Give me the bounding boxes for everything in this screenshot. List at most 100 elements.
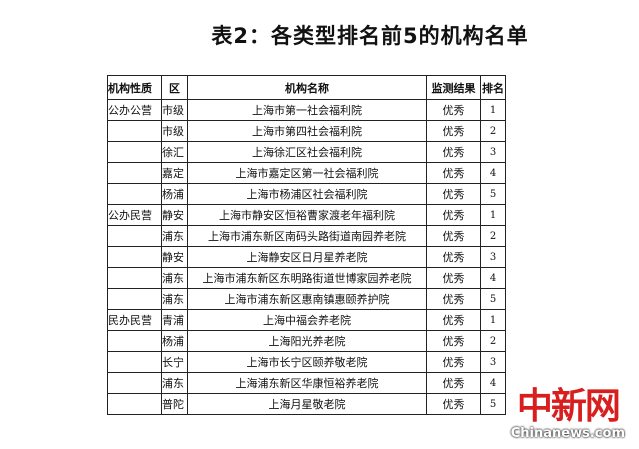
- cell-result: 优秀: [426, 162, 481, 184]
- cell-district: 浦东: [161, 225, 188, 247]
- cell-name: 上海静安区日月星养老院: [187, 246, 427, 268]
- cell-rank: 2: [480, 330, 506, 352]
- cell-rank: 3: [480, 141, 506, 163]
- cell-type: [107, 183, 162, 205]
- cell-name: 上海市浦东新区惠南镇惠颐养护院: [187, 288, 427, 310]
- cell-name: 上海市静安区恒裕曹家渡老年福利院: [187, 204, 427, 226]
- cell-district: 徐汇: [161, 141, 188, 163]
- cell-rank: 5: [480, 288, 506, 310]
- table-row: 民办民营 青浦 上海中福会养老院 优秀 1: [107, 309, 506, 331]
- cell-district: 杨浦: [161, 183, 188, 205]
- table-row: 浦东 上海市浦东新区南码头路街道南园养老院 优秀 2: [107, 225, 506, 247]
- table-row: 公办公营 市级 上海市第一社会福利院 优秀 1: [107, 99, 506, 121]
- cell-result: 优秀: [426, 330, 481, 352]
- table-row: 静安 上海静安区日月星养老院 优秀 3: [107, 246, 506, 268]
- cell-result: 优秀: [426, 225, 481, 247]
- cell-rank: 2: [480, 225, 506, 247]
- cell-type: [107, 372, 162, 394]
- cell-name: 上海市第一社会福利院: [187, 99, 427, 121]
- table-row: 公办民营 静安 上海市静安区恒裕曹家渡老年福利院 优秀 1: [107, 204, 506, 226]
- cell-type: [107, 162, 162, 184]
- cell-name: 上海市长宁区颐养敬老院: [187, 351, 427, 373]
- cell-rank: 5: [480, 393, 506, 415]
- cell-type: 民办民营: [107, 309, 162, 331]
- cell-district: 市级: [161, 120, 188, 142]
- cell-name: 上海市嘉定区第一社会福利院: [187, 162, 427, 184]
- cell-district: 杨浦: [161, 330, 188, 352]
- header-district: 区: [161, 75, 188, 100]
- header-result: 监测结果: [426, 75, 481, 100]
- cell-district: 青浦: [161, 309, 188, 331]
- cell-district: 静安: [161, 204, 188, 226]
- cell-type: [107, 267, 162, 289]
- cell-rank: 2: [480, 120, 506, 142]
- cell-rank: 1: [480, 204, 506, 226]
- cell-name: 上海市浦东新区东明路街道世博家园养老院: [187, 267, 427, 289]
- table-row: 长宁 上海市长宁区颐养敬老院 优秀 3: [107, 351, 506, 373]
- header-type: 机构性质: [107, 75, 162, 100]
- cell-name: 上海浦东新区华康恒裕养老院: [187, 372, 427, 394]
- table-row: 普陀 上海月星敬老院 优秀 5: [107, 393, 506, 415]
- cell-rank: 3: [480, 246, 506, 268]
- table-row: 杨浦 上海市杨浦区社会福利院 优秀 5: [107, 183, 506, 205]
- cell-result: 优秀: [426, 267, 481, 289]
- cell-result: 优秀: [426, 204, 481, 226]
- table-header-row: 机构性质 区 机构名称 监测结果 排名: [107, 75, 506, 100]
- table-row: 市级 上海市第四社会福利院 优秀 2: [107, 120, 506, 142]
- cell-rank: 5: [480, 183, 506, 205]
- cell-result: 优秀: [426, 141, 481, 163]
- cell-type: [107, 393, 162, 415]
- cell-result: 优秀: [426, 246, 481, 268]
- cell-type: [107, 120, 162, 142]
- cell-name: 上海月星敬老院: [187, 393, 427, 415]
- cell-district: 嘉定: [161, 162, 188, 184]
- cell-name: 上海徐汇区社会福利院: [187, 141, 427, 163]
- header-name: 机构名称: [187, 75, 427, 100]
- cell-rank: 4: [480, 162, 506, 184]
- table-row: 浦东 上海市浦东新区东明路街道世博家园养老院 优秀 4: [107, 267, 506, 289]
- cell-district: 市级: [161, 99, 188, 121]
- cell-district: 长宁: [161, 351, 188, 373]
- cell-district: 普陀: [161, 393, 188, 415]
- header-rank: 排名: [480, 75, 506, 100]
- cell-district: 浦东: [161, 372, 188, 394]
- ranking-table: 机构性质 区 机构名称 监测结果 排名 公办公营 市级 上海市第一社会福利院 优秀 1 市…: [107, 75, 506, 415]
- table-row: 浦东 上海浦东新区华康恒裕养老院 优秀 4: [107, 372, 506, 394]
- cell-name: 上海市杨浦区社会福利院: [187, 183, 427, 205]
- cell-district: 浦东: [161, 267, 188, 289]
- table-row: 嘉定 上海市嘉定区第一社会福利院 优秀 4: [107, 162, 506, 184]
- cell-rank: 1: [480, 309, 506, 331]
- cell-name: 上海阳光养老院: [187, 330, 427, 352]
- cell-result: 优秀: [426, 120, 481, 142]
- cell-result: 优秀: [426, 309, 481, 331]
- cell-result: 优秀: [426, 393, 481, 415]
- cell-result: 优秀: [426, 288, 481, 310]
- cell-district: 静安: [161, 246, 188, 268]
- cell-type: 公办民营: [107, 204, 162, 226]
- watermark-site: Chinanews.com: [510, 426, 625, 441]
- cell-rank: 4: [480, 267, 506, 289]
- watermark-logo: 中新网: [516, 385, 621, 427]
- cell-rank: 1: [480, 99, 506, 121]
- cell-result: 优秀: [426, 351, 481, 373]
- cell-type: [107, 351, 162, 373]
- table-row: 徐汇 上海徐汇区社会福利院 优秀 3: [107, 141, 506, 163]
- cell-name: 上海市第四社会福利院: [187, 120, 427, 142]
- table-row: 杨浦 上海阳光养老院 优秀 2: [107, 330, 506, 352]
- cell-result: 优秀: [426, 372, 481, 394]
- cell-result: 优秀: [426, 99, 481, 121]
- cell-type: [107, 330, 162, 352]
- cell-rank: 3: [480, 351, 506, 373]
- cell-type: [107, 288, 162, 310]
- cell-name: 上海市浦东新区南码头路街道南园养老院: [187, 225, 427, 247]
- cell-type: [107, 246, 162, 268]
- cell-type: [107, 141, 162, 163]
- page-title: 表2：各类型排名前5的机构名单: [211, 24, 529, 48]
- cell-rank: 4: [480, 372, 506, 394]
- cell-result: 优秀: [426, 183, 481, 205]
- chinanews-watermark: 中新网 Chinanews.com: [511, 386, 625, 441]
- cell-type: [107, 225, 162, 247]
- cell-district: 浦东: [161, 288, 188, 310]
- cell-name: 上海中福会养老院: [187, 309, 427, 331]
- table-row: 浦东 上海市浦东新区惠南镇惠颐养护院 优秀 5: [107, 288, 506, 310]
